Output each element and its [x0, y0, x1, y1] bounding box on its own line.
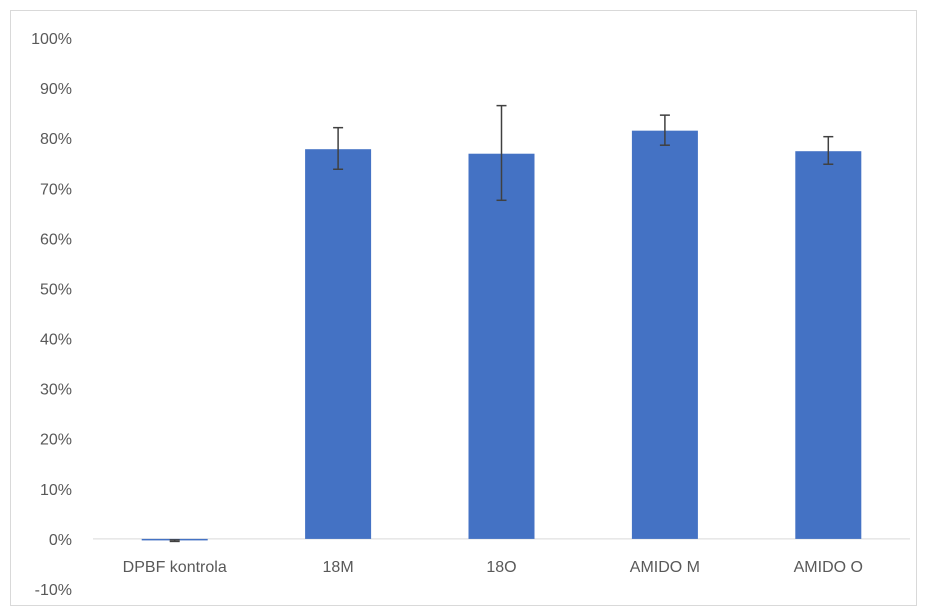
y-tick-label: 60%: [40, 231, 72, 248]
error-bar: [333, 126, 344, 170]
y-tick-label: 0%: [49, 532, 72, 549]
y-tick-label: 10%: [40, 482, 72, 499]
bars: [141, 130, 862, 541]
y-tick-label: 70%: [40, 181, 72, 198]
error-bar: [169, 539, 180, 543]
x-category-label: AMIDO O: [794, 559, 863, 576]
bar: [795, 151, 862, 539]
y-tick-label: 50%: [40, 281, 72, 298]
y-tick-label: 80%: [40, 131, 72, 148]
error-bar: [496, 104, 507, 202]
bar: [468, 153, 535, 539]
bar: [631, 130, 698, 539]
y-tick-label: 30%: [40, 382, 72, 399]
chart-area: [10, 10, 917, 606]
x-category-label: 18M: [323, 559, 354, 576]
x-axis-category-labels: DPBF kontrola 18M 18O AMIDO M AMIDO O: [123, 559, 863, 576]
y-tick-label: -10%: [35, 582, 72, 599]
bar: [305, 149, 372, 539]
y-tick-label: 40%: [40, 332, 72, 349]
y-tick-label: 90%: [40, 81, 72, 98]
x-category-label: 18O: [486, 559, 516, 576]
y-tick-label: 20%: [40, 432, 72, 449]
x-category-label: DPBF kontrola: [123, 559, 227, 576]
y-tick-label: 100%: [31, 31, 72, 48]
x-category-label: AMIDO M: [630, 559, 700, 576]
error-bar: [823, 135, 834, 165]
error-bars: [169, 104, 834, 543]
y-axis-tick-labels: -10% 0% 10% 20% 30% 40% 50% 60% 70% 80% 90% 100%: [31, 31, 72, 599]
error-bar: [659, 114, 670, 146]
